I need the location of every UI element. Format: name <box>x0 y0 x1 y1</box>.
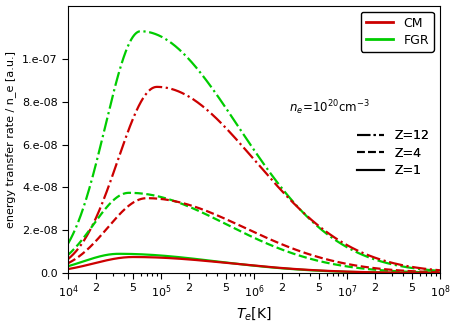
Legend: Z=12, Z=4, Z=1: Z=12, Z=4, Z=1 <box>351 124 433 182</box>
Y-axis label: energy transfer rate / n_e [a.u.]: energy transfer rate / n_e [a.u.] <box>5 51 16 228</box>
X-axis label: $T_e$[K]: $T_e$[K] <box>236 306 271 322</box>
Text: $n_e\!=\!10^{20}{\rm cm}^{-3}$: $n_e\!=\!10^{20}{\rm cm}^{-3}$ <box>289 98 369 116</box>
